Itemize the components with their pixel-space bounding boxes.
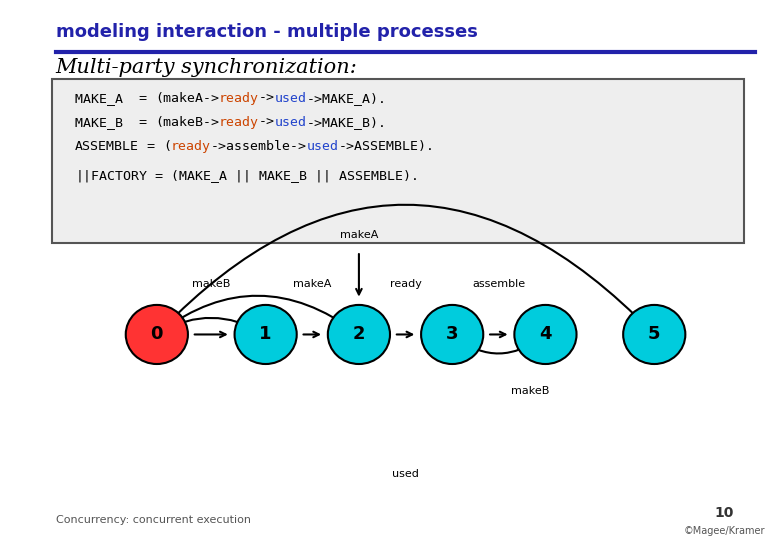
Ellipse shape [514, 305, 576, 364]
Text: makeB: makeB [192, 279, 230, 289]
Text: modeling interaction - multiple processes: modeling interaction - multiple processe… [56, 23, 477, 41]
Text: ||FACTORY: ||FACTORY [75, 170, 147, 183]
Text: ready: ready [218, 116, 259, 129]
Text: 1: 1 [260, 326, 272, 343]
Text: ->: -> [258, 116, 275, 129]
Text: ready: ready [218, 92, 259, 105]
Text: assemble: assemble [472, 279, 526, 289]
Ellipse shape [421, 305, 484, 364]
Text: MAKE_A: MAKE_A [75, 92, 139, 105]
Text: used: used [275, 92, 307, 105]
Text: Multi-party synchronization:: Multi-party synchronization: [56, 58, 357, 77]
Text: =: = [139, 140, 163, 153]
Text: used: used [392, 469, 419, 479]
Text: 3: 3 [446, 326, 459, 343]
Text: 2: 2 [353, 326, 365, 343]
Text: =: = [139, 92, 155, 105]
Text: ->MAKE_A).: ->MAKE_A). [307, 92, 386, 105]
Text: (makeA->: (makeA-> [155, 92, 219, 105]
Text: makeB: makeB [511, 386, 549, 395]
Text: used: used [275, 116, 307, 129]
Text: used: used [307, 140, 339, 153]
Text: ©Magee/Kramer: ©Magee/Kramer [683, 526, 765, 536]
Ellipse shape [623, 305, 686, 364]
FancyBboxPatch shape [52, 79, 743, 243]
Text: MAKE_B: MAKE_B [75, 116, 139, 129]
Text: ->MAKE_B).: ->MAKE_B). [307, 116, 386, 129]
Ellipse shape [328, 305, 390, 364]
Text: ready: ready [171, 140, 211, 153]
Text: makeA: makeA [340, 231, 378, 240]
Text: Concurrency: concurrent execution: Concurrency: concurrent execution [56, 515, 251, 525]
Text: ->assemble->: ->assemble-> [211, 140, 307, 153]
Text: ASSEMBLE: ASSEMBLE [75, 140, 139, 153]
Ellipse shape [126, 305, 188, 364]
Text: ready: ready [389, 279, 421, 289]
Text: ->ASSEMBLE).: ->ASSEMBLE). [339, 140, 434, 153]
Text: = (MAKE_A || MAKE_B || ASSEMBLE).: = (MAKE_A || MAKE_B || ASSEMBLE). [147, 170, 419, 183]
Text: ->: -> [258, 92, 275, 105]
Text: (: ( [163, 140, 171, 153]
Text: =: = [139, 116, 155, 129]
Text: 10: 10 [714, 506, 734, 520]
Text: (makeB->: (makeB-> [155, 116, 219, 129]
Text: 4: 4 [539, 326, 551, 343]
Text: 0: 0 [151, 326, 163, 343]
Ellipse shape [235, 305, 296, 364]
Text: makeA: makeA [293, 279, 331, 289]
Text: 5: 5 [648, 326, 661, 343]
